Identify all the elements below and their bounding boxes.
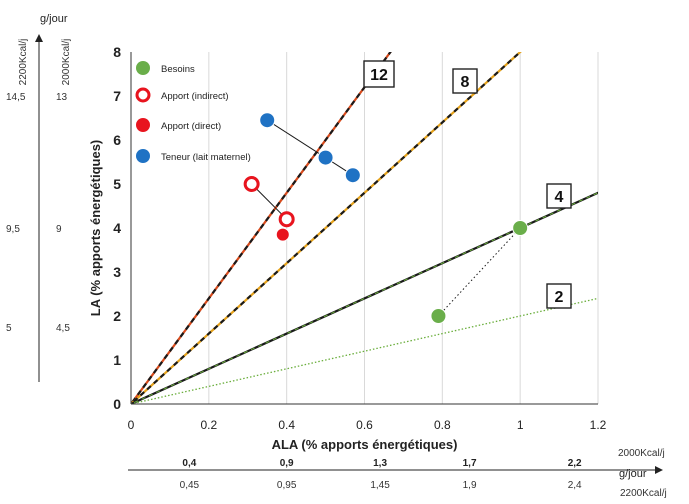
left-scale-col2-value: 4,5 (56, 323, 70, 334)
left-scale-col2-value: 9 (56, 224, 62, 235)
y-tick-label: 3 (113, 264, 121, 280)
left-scale-arrow-icon (35, 34, 43, 42)
connector-0 (266, 119, 355, 177)
x-tick-label: 1 (517, 418, 524, 432)
bottom-scale-row1-value: 1,3 (373, 458, 387, 469)
left-scale-col1-value: 14,5 (6, 92, 26, 103)
y-tick-label: 6 (113, 132, 121, 148)
point-apport-direct-0 (275, 227, 290, 242)
bottom-scale-row1-value: 0,9 (280, 458, 294, 469)
point-besoins-1 (512, 220, 529, 236)
points-layer (243, 112, 529, 324)
ratio-line-2 (131, 297, 598, 404)
ratio-labels-layer: 12 8 4 2 (363, 60, 572, 309)
bottom-scale-row1-label: 2000Kcal/j (618, 448, 665, 459)
bottom-scale-row2-value: 0,45 (180, 480, 200, 491)
point-teneur-lait-maternel-2 (344, 167, 361, 184)
connectors-layer (251, 119, 521, 317)
bottom-scale-unit: g/jour (619, 468, 647, 480)
ratio-line-8-dash (131, 52, 522, 404)
point-besoins-0 (430, 308, 447, 324)
legend-label: Teneur (lait maternel) (161, 152, 251, 163)
bottom-scale-row1-value: 0,4 (182, 458, 196, 469)
legend-marker-0 (136, 61, 150, 75)
bottom-scale-arrow-icon (655, 466, 663, 474)
left-scale-col1-value: 9,5 (6, 224, 20, 235)
ratio-label-box-8 (452, 68, 478, 94)
y-tick-label: 5 (113, 176, 121, 192)
ratio-line-12-dash (131, 52, 392, 404)
ratio-label-4: 4 (555, 189, 564, 206)
ratio-label-box-2 (546, 283, 572, 309)
left-scale-col2-header: 2000Kcal/j (61, 39, 72, 86)
left-scale-col1-header: 2200Kcal/j (18, 39, 29, 86)
point-teneur-lait-maternel-0 (259, 112, 276, 129)
legend-label: Apport (direct) (161, 121, 221, 132)
legend-label: Besoins (161, 64, 195, 75)
legend-marker-3 (136, 149, 150, 163)
ratio-label-2: 2 (555, 289, 564, 306)
bottom-scale-row2-value: 1,45 (370, 480, 390, 491)
x-tick-label: 1.2 (590, 418, 607, 432)
x-tick-label: 0.6 (356, 418, 373, 432)
y-tick-label: 0 (113, 396, 121, 412)
connector-2 (438, 227, 521, 317)
y-tick-label: 2 (113, 308, 121, 324)
point-teneur-lait-maternel-1 (317, 149, 334, 166)
left-scale-col2-value: 13 (56, 92, 68, 103)
left-scale-col1-value: 5 (6, 323, 12, 334)
legend-label: Apport (indirect) (161, 91, 229, 102)
legend: Besoins Apport (indirect) Apport (direct) T… (135, 61, 251, 163)
left-scale-unit: g/jour (40, 13, 68, 25)
ratio-label-box-12 (363, 60, 395, 88)
x-tick-label: 0.8 (434, 418, 451, 432)
bottom-scale-row2-value: 0,95 (277, 480, 297, 491)
x-tick-label: 0.4 (278, 418, 295, 432)
ratio-label-12: 12 (370, 67, 388, 84)
x-axis-title: ALA (% apports énergétiques) (272, 437, 458, 452)
point-apport-indirect-0 (243, 176, 260, 192)
y-tick-label: 8 (113, 44, 121, 60)
bottom-scale-row1-value: 1,7 (463, 458, 477, 469)
y-tick-label: 7 (113, 88, 121, 104)
grid-layer (208, 52, 599, 404)
legend-marker-1 (135, 87, 151, 103)
y-tick-label: 4 (113, 220, 121, 236)
y-tick-label: 1 (113, 352, 121, 368)
bottom-scale-row1-value: 2,2 (568, 458, 582, 469)
point-apport-indirect-1 (278, 211, 295, 228)
ratio-label-8: 8 (461, 74, 470, 91)
ratio-label-box-4 (546, 183, 572, 209)
x-tick-label: 0 (128, 418, 135, 432)
connector-1 (251, 183, 288, 220)
bottom-scale-row2-value: 2,4 (568, 480, 582, 491)
y-axis-title: LA (% apports énergétiques) (88, 140, 103, 316)
x-tick-label: 0.2 (200, 418, 217, 432)
bottom-scale-row2-label: 2200Kcal/j (620, 488, 667, 499)
ratio-line-4 (131, 191, 598, 404)
bottom-scale-row2-value: 1,9 (463, 480, 477, 491)
legend-marker-2 (136, 118, 150, 132)
